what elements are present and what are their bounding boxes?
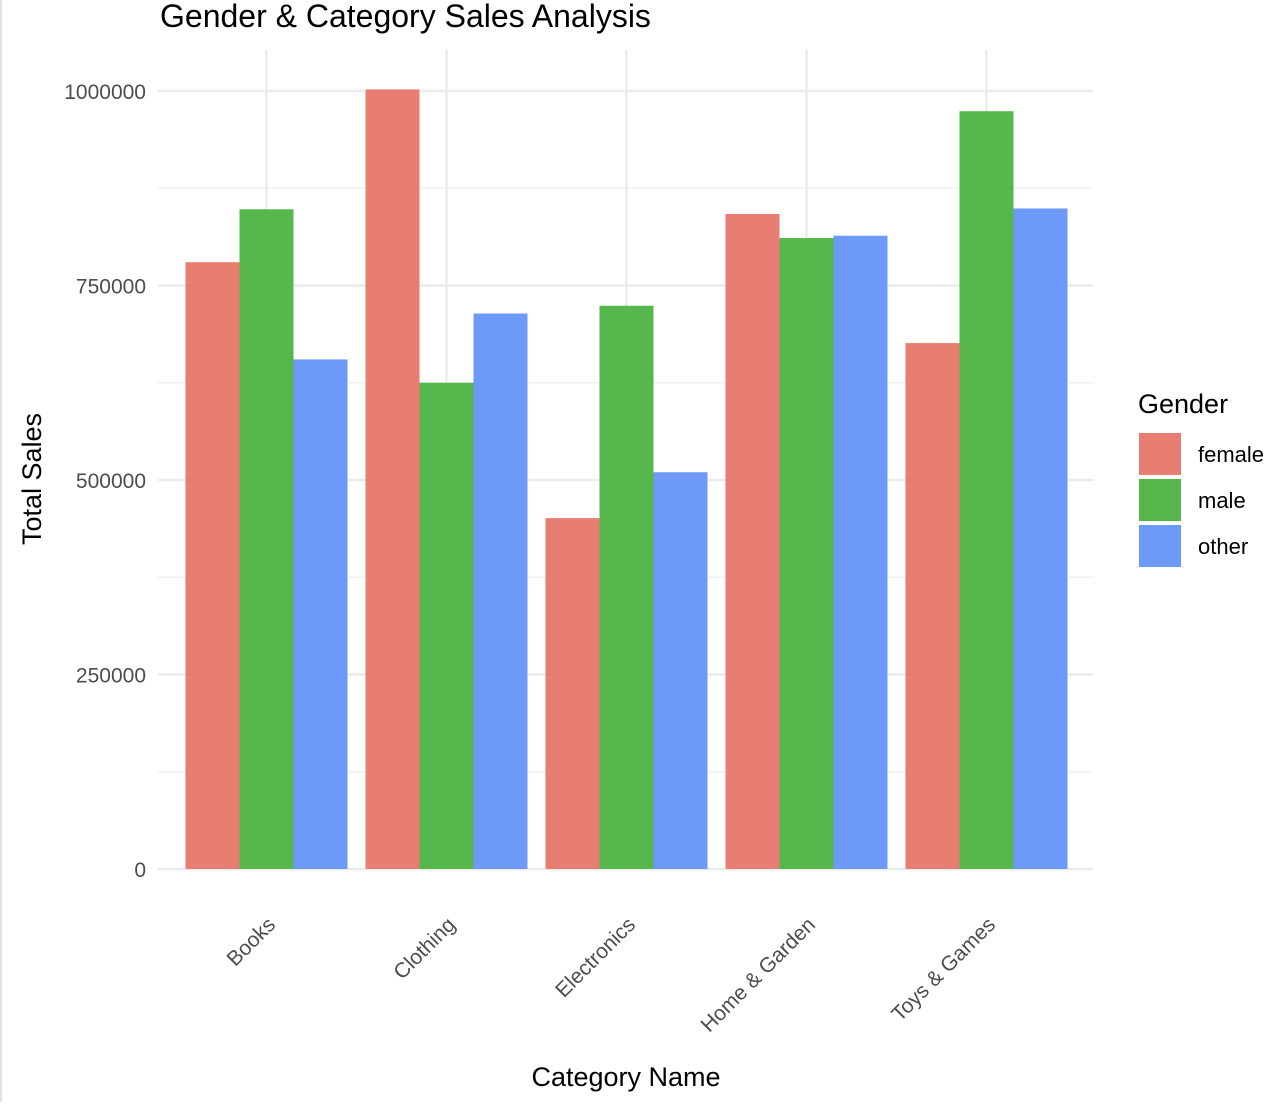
x-tick-label: Clothing [389,913,460,984]
bar-other [293,359,348,869]
x-tick-label: Home & Garden [696,913,820,1037]
legend: Gender female male other [1138,389,1264,567]
y-tick-label: 1000000 [64,81,146,104]
bar-female [905,343,960,869]
legend-label: other [1198,534,1248,559]
legend-label: male [1198,488,1246,513]
bar-other [1013,208,1068,869]
bar-male [419,382,474,869]
y-tick-label: 500000 [76,470,146,493]
y-tick-label: 0 [134,859,146,882]
legend-key-female [1139,433,1181,475]
y-axis-label: Total Sales [17,413,47,545]
bar-male [239,209,294,870]
y-tick-labels: 0 250000 500000 750000 1000000 [64,81,146,882]
bar-other [653,472,708,869]
bar-male [599,305,654,869]
legend-key-other [1139,525,1181,567]
bar-other [833,235,888,869]
legend-label: female [1198,442,1264,467]
bar-other [473,313,528,869]
bar-female [545,518,600,869]
x-tick-label: Electronics [551,913,640,1002]
x-tick-label: Books [222,913,280,971]
legend-title: Gender [1138,389,1228,419]
legend-key-male [1139,479,1181,521]
bar-female [365,89,420,870]
bar-female [725,213,780,869]
bars [185,89,1068,870]
x-tick-labels: Books Clothing Electronics Home & Garden Toy… [222,913,1000,1037]
bar-male [959,111,1014,869]
y-tick-label: 750000 [76,276,146,299]
y-tick-label: 250000 [76,665,146,688]
bar-male [779,238,834,870]
left-border [0,0,2,1102]
chart-title: Gender & Category Sales Analysis [160,0,651,34]
x-axis-label: Category Name [531,1062,720,1092]
bar-female [185,262,240,869]
x-tick-label: Toys & Games [887,913,1000,1026]
